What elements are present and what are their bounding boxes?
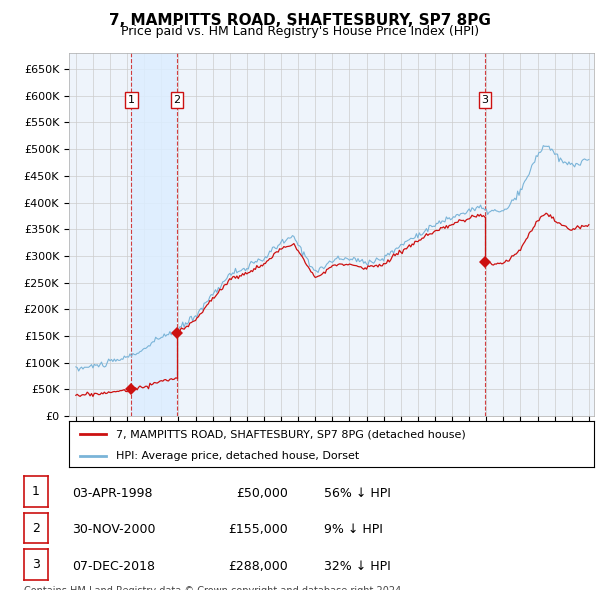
Text: 7, MAMPITTS ROAD, SHAFTESBURY, SP7 8PG (detached house): 7, MAMPITTS ROAD, SHAFTESBURY, SP7 8PG (…	[116, 429, 466, 439]
Text: 32% ↓ HPI: 32% ↓ HPI	[324, 560, 391, 573]
Text: 9% ↓ HPI: 9% ↓ HPI	[324, 523, 383, 536]
Text: 03-APR-1998: 03-APR-1998	[72, 487, 152, 500]
Text: £288,000: £288,000	[228, 560, 288, 573]
Text: Price paid vs. HM Land Registry's House Price Index (HPI): Price paid vs. HM Land Registry's House …	[121, 25, 479, 38]
Text: 2: 2	[32, 522, 40, 535]
Text: 1: 1	[128, 95, 135, 105]
Text: 7, MAMPITTS ROAD, SHAFTESBURY, SP7 8PG: 7, MAMPITTS ROAD, SHAFTESBURY, SP7 8PG	[109, 13, 491, 28]
Text: 07-DEC-2018: 07-DEC-2018	[72, 560, 155, 573]
Text: 3: 3	[482, 95, 488, 105]
Text: 1: 1	[32, 485, 40, 498]
Text: 2: 2	[173, 95, 181, 105]
Text: 30-NOV-2000: 30-NOV-2000	[72, 523, 155, 536]
Text: 56% ↓ HPI: 56% ↓ HPI	[324, 487, 391, 500]
Text: £155,000: £155,000	[228, 523, 288, 536]
Text: HPI: Average price, detached house, Dorset: HPI: Average price, detached house, Dors…	[116, 451, 359, 461]
Text: 3: 3	[32, 558, 40, 571]
Bar	[131, 53, 177, 416]
Text: £50,000: £50,000	[236, 487, 288, 500]
Text: Contains HM Land Registry data © Crown copyright and database right 2024.: Contains HM Land Registry data © Crown c…	[24, 586, 404, 590]
